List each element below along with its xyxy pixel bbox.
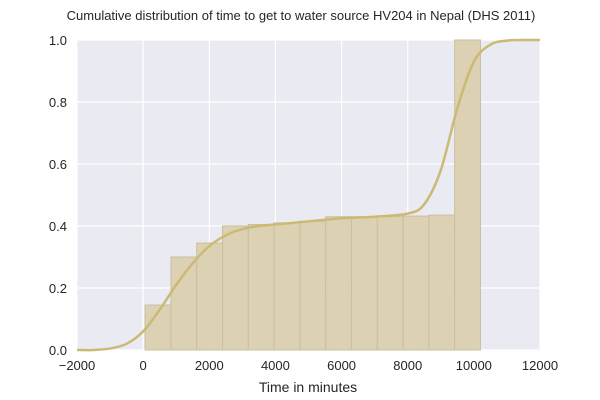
histogram-bar-4 [247,223,275,351]
x-tick-label-4: 6000 [327,358,356,373]
histogram-bar-10 [402,215,430,351]
x-tick-label-5: 8000 [393,358,422,373]
y-tick-label-3: 0.6 [49,157,67,172]
x-tick-labels: −2000 0 2000 4000 6000 8000 10000 12000 [59,358,558,373]
histogram-bar-12 [454,39,481,351]
chart-title: Cumulative distribution of time to get t… [67,8,536,23]
x-tick-label-0: −2000 [59,358,96,373]
cdf-curve [76,38,541,352]
x-tick-label-1: 0 [140,358,147,373]
histogram-bar-11 [428,214,456,351]
histogram-bar-8 [350,216,378,351]
x-axis-label: Time in minutes [259,379,357,395]
x-tick-label-2: 2000 [195,358,224,373]
y-tick-label-5: 1.0 [49,33,67,48]
histogram-bar-9 [376,216,404,351]
x-tick-label-3: 4000 [261,358,290,373]
histogram-bar-1 [170,256,198,351]
histogram-bar-7 [325,216,352,351]
histogram-bars [144,39,481,351]
histogram-bar-6 [299,220,327,351]
y-tick-label-0: 0.0 [49,343,67,358]
histogram-bar-3 [222,225,249,351]
histogram-bar-5 [273,222,301,351]
y-tick-labels: 0.0 0.2 0.4 0.6 0.8 1.0 [49,33,67,358]
y-tick-label-4: 0.8 [49,95,67,110]
y-tick-label-1: 0.2 [49,281,67,296]
x-tick-label-6: 10000 [456,358,492,373]
histogram-bar-2 [196,242,224,351]
x-tick-label-7: 12000 [522,358,558,373]
y-tick-label-2: 0.4 [49,219,67,234]
